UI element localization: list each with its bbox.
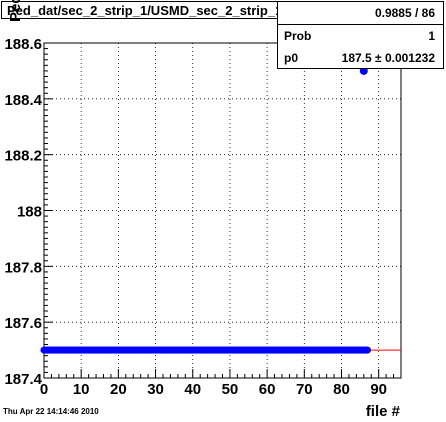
x-tick-label: 50 — [222, 381, 239, 398]
x-tick-label: 90 — [370, 381, 387, 398]
y-tick-label: 188.2 — [4, 148, 42, 165]
prob-value: 1 — [428, 29, 435, 43]
y-tick-label: 188.6 — [4, 36, 42, 53]
x-tick-label: 70 — [296, 381, 313, 398]
data-point — [364, 346, 372, 354]
chi2-row: 0.9885 / 86 — [278, 2, 443, 25]
p0-row: p0 187.5 ± 0.001232 — [278, 47, 443, 69]
prob-row: Prob 1 — [278, 25, 443, 47]
histogram-title: Ped_dat/sec_2_strip_1/USMD_sec_2_strip_1… — [1, 1, 315, 19]
histogram-title-text: Ped_dat/sec_2_strip_1/USMD_sec_2_strip_1… — [7, 3, 306, 18]
y-tick-label: 188 — [17, 204, 42, 221]
plot-frame — [43, 42, 402, 379]
y-tick-label: 187.4 — [4, 371, 42, 388]
x-tick-label: 40 — [184, 381, 201, 398]
x-axis-label: file # — [365, 403, 400, 420]
y-axis-label: Pedestal — [7, 0, 24, 22]
x-tick-label: 10 — [73, 381, 90, 398]
x-tick-label: 0 — [40, 381, 48, 398]
prob-label: Prob — [284, 29, 312, 43]
p0-value: 187.5 ± 0.001232 — [341, 51, 435, 65]
x-tick-label: 30 — [147, 381, 164, 398]
fit-stats-box: 0.9885 / 86 Prob 1 p0 187.5 ± 0.001232 — [277, 1, 444, 69]
p0-label: p0 — [284, 51, 299, 65]
x-tick-label: 60 — [259, 381, 276, 398]
x-tick-label: 80 — [333, 381, 350, 398]
timestamp: Thu Apr 22 14:14:46 2010 — [3, 407, 99, 416]
x-tick-label: 20 — [110, 381, 127, 398]
y-tick-label: 187.6 — [4, 315, 42, 332]
y-tick-label: 187.8 — [4, 259, 42, 276]
chi2-value: 0.9885 / 86 — [374, 6, 435, 20]
y-tick-label: 188.4 — [4, 92, 42, 109]
